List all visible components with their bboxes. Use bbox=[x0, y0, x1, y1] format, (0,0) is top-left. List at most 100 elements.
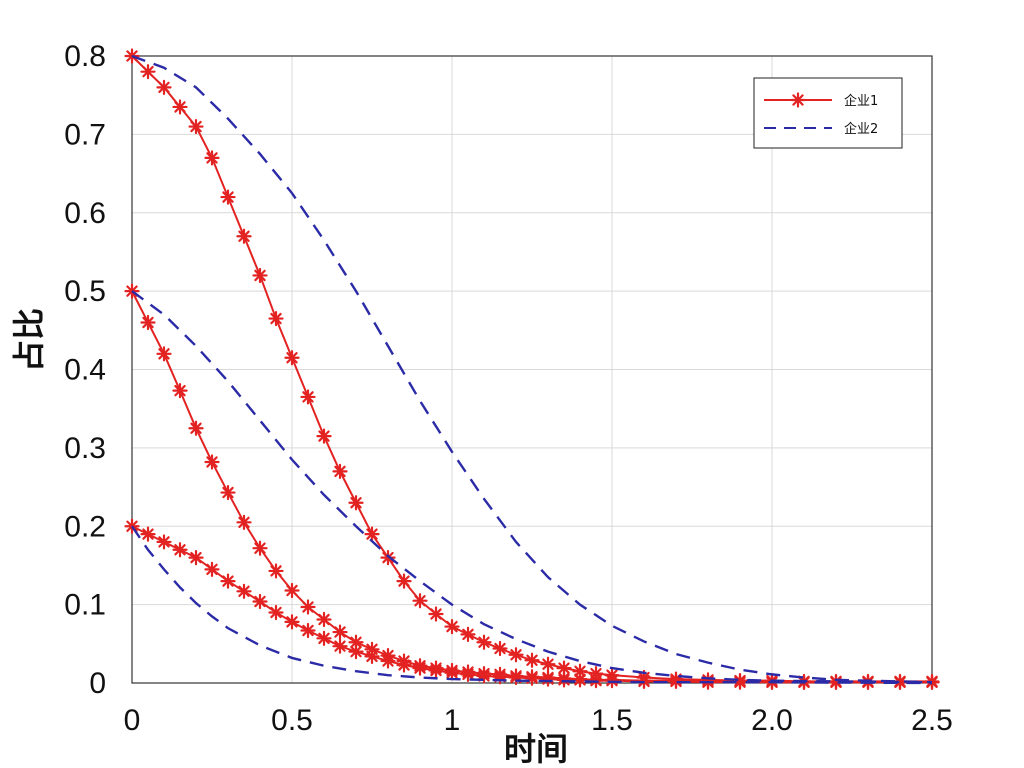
y-tick-label: 0.5 bbox=[64, 275, 106, 308]
asterisk-marker bbox=[252, 593, 268, 610]
asterisk-marker bbox=[428, 606, 444, 622]
legend-item: 企业2 bbox=[764, 121, 878, 137]
asterisk-marker bbox=[140, 64, 156, 80]
legend-item: 企业1 bbox=[764, 92, 878, 109]
asterisk-marker bbox=[790, 92, 806, 108]
series-line bbox=[131, 290, 932, 684]
y-axis-title: 占比 bbox=[10, 308, 48, 372]
asterisk-marker bbox=[268, 604, 284, 621]
legend-label: 企业2 bbox=[844, 121, 878, 137]
y-tick-label: 0.8 bbox=[64, 40, 106, 73]
asterisk-marker bbox=[140, 526, 156, 542]
series-line bbox=[131, 290, 933, 684]
y-tick-label: 0.7 bbox=[64, 118, 106, 151]
asterisk-marker bbox=[572, 663, 588, 679]
asterisk-marker bbox=[156, 534, 172, 550]
series-group bbox=[124, 48, 940, 690]
asterisk-marker bbox=[284, 614, 300, 630]
asterisk-marker bbox=[332, 624, 348, 640]
asterisk-marker bbox=[476, 634, 492, 650]
series-4 bbox=[131, 54, 933, 684]
asterisk-marker bbox=[172, 542, 188, 558]
series-line bbox=[131, 54, 933, 684]
asterisk-marker bbox=[300, 622, 316, 639]
asterisk-marker bbox=[380, 549, 396, 566]
series-6 bbox=[131, 525, 933, 685]
asterisk-marker bbox=[460, 626, 476, 643]
y-tick-label: 0.2 bbox=[64, 510, 106, 543]
asterisk-marker bbox=[140, 314, 156, 331]
asterisk-marker bbox=[444, 665, 460, 681]
asterisk-marker bbox=[332, 463, 348, 479]
y-tick-label: 0.4 bbox=[64, 354, 106, 387]
x-tick-label: 1.5 bbox=[591, 704, 633, 737]
asterisk-marker bbox=[348, 644, 364, 660]
asterisk-marker bbox=[300, 599, 316, 615]
asterisk-marker bbox=[252, 540, 268, 556]
asterisk-marker bbox=[204, 561, 220, 577]
asterisk-marker bbox=[540, 656, 556, 672]
asterisk-marker bbox=[188, 118, 204, 135]
asterisk-marker bbox=[524, 670, 540, 686]
y-tick-label: 0.3 bbox=[64, 432, 106, 465]
asterisk-marker bbox=[428, 662, 444, 679]
legend-box bbox=[753, 77, 903, 149]
asterisk-marker bbox=[188, 549, 204, 566]
asterisk-marker bbox=[508, 647, 524, 663]
asterisk-marker bbox=[412, 593, 428, 609]
asterisk-marker bbox=[316, 611, 332, 628]
tick-labels: 0 0.5 1 1.5 2.0 2.5 0 0.1 0.2 0.3 0.4 0.5 0.6 0.7 0.8 bbox=[64, 40, 953, 737]
asterisk-marker bbox=[204, 454, 220, 470]
asterisk-marker bbox=[540, 671, 556, 687]
asterisk-marker bbox=[460, 666, 476, 682]
asterisk-marker bbox=[396, 657, 412, 673]
y-tick-label: 0.6 bbox=[64, 197, 106, 230]
asterisk-marker bbox=[236, 514, 252, 530]
asterisk-marker bbox=[364, 648, 380, 664]
asterisk-marker bbox=[412, 660, 428, 676]
asterisk-marker bbox=[204, 150, 220, 166]
asterisk-marker bbox=[156, 346, 172, 362]
asterisk-marker bbox=[220, 573, 236, 589]
asterisk-marker bbox=[524, 652, 540, 668]
asterisk-marker bbox=[220, 484, 236, 501]
series-2 bbox=[124, 283, 940, 690]
asterisk-marker bbox=[284, 582, 300, 599]
series-line bbox=[131, 55, 932, 683]
asterisk-marker bbox=[508, 669, 524, 686]
x-axis-title: 时间 bbox=[504, 730, 568, 768]
asterisk-marker bbox=[332, 638, 348, 654]
asterisk-marker bbox=[188, 420, 204, 436]
x-tick-label: 0 bbox=[124, 704, 141, 737]
asterisk-marker bbox=[236, 583, 252, 599]
legend: 企业1 企业2 bbox=[753, 77, 903, 149]
asterisk-marker bbox=[268, 310, 284, 327]
asterisk-marker bbox=[284, 350, 300, 366]
asterisk-marker bbox=[444, 618, 460, 635]
y-tick-label: 0.1 bbox=[64, 589, 106, 622]
x-tick-label: 2.0 bbox=[751, 704, 793, 737]
asterisk-marker bbox=[380, 653, 396, 669]
asterisk-marker bbox=[556, 672, 572, 688]
asterisk-marker bbox=[172, 99, 188, 115]
grid bbox=[131, 55, 933, 684]
asterisk-marker bbox=[236, 228, 252, 244]
asterisk-marker bbox=[396, 573, 412, 589]
asterisk-marker bbox=[364, 526, 380, 542]
asterisk-marker bbox=[572, 672, 588, 688]
asterisk-marker bbox=[316, 428, 332, 444]
asterisk-marker bbox=[268, 563, 284, 579]
asterisk-marker bbox=[252, 267, 268, 284]
x-tick-label: 2.5 bbox=[911, 704, 953, 737]
y-tick-label: 0 bbox=[89, 667, 106, 700]
asterisk-marker bbox=[348, 634, 364, 650]
asterisk-marker bbox=[348, 495, 364, 511]
series-5 bbox=[131, 290, 933, 684]
series-line bbox=[131, 525, 933, 685]
asterisk-marker bbox=[316, 630, 332, 646]
legend-label: 企业1 bbox=[844, 93, 878, 109]
asterisk-marker bbox=[172, 383, 188, 399]
asterisk-marker bbox=[492, 640, 508, 657]
x-tick-label: 1 bbox=[444, 704, 461, 737]
